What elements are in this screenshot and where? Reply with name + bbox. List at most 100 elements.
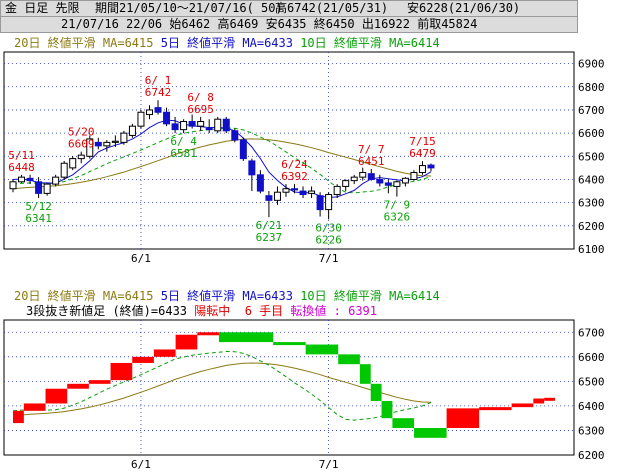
candle-body (231, 130, 239, 141)
legend-bottom: 20日 終値平滑 MA=6415 5日 終値平滑 MA=6433 10日 終値平… (14, 289, 440, 303)
symbol-label: 金 日足 先限 (5, 1, 80, 15)
high-date-label: 7/15 (409, 135, 436, 148)
break-panel-frame (3, 319, 575, 456)
price-axis-tick: 6400 (578, 173, 605, 186)
low-date-label: 5/12 (25, 200, 52, 213)
candle-body (111, 140, 119, 143)
price-axis-tick: 6100 (578, 243, 605, 256)
down-brick (273, 342, 306, 346)
high-date-label: 5/11 (8, 149, 35, 162)
down-brick (381, 401, 393, 419)
down-brick (392, 418, 415, 428)
candle-body (342, 180, 350, 187)
candle-body (154, 107, 162, 113)
candle-body (197, 121, 205, 127)
high-label: 高6742(21/05/31) (275, 1, 389, 15)
down-brick (338, 354, 360, 365)
candle-body (9, 181, 17, 190)
candle-body (367, 173, 375, 180)
date-axis-tick: 7/1 (319, 252, 339, 265)
trend-label: 陽転中 (194, 304, 231, 318)
candle-body (35, 181, 43, 194)
candle-body (359, 172, 367, 178)
info-header-top: 金 日足 先限 期間21/05/10～21/07/16( 50) 高6742(2… (0, 0, 578, 17)
candle-body (163, 111, 171, 125)
candle-body (26, 177, 34, 182)
step-label: 6 手目 (244, 304, 284, 318)
high-price-label: 6448 (8, 161, 35, 174)
candle-body (248, 160, 256, 176)
legend-top: 20日 終値平滑 MA=6415 5日 終値平滑 MA=6433 10日 終値平… (14, 36, 440, 50)
price-axis-tick: 6500 (578, 150, 605, 163)
ma5-line (12, 119, 432, 199)
candle-body (180, 121, 188, 131)
break-date-tick: 6/1 (131, 458, 151, 471)
low-label: 安6228(21/06/30) (407, 1, 521, 15)
candle-body (427, 164, 435, 169)
candle-body (18, 176, 26, 183)
candle-body (77, 154, 85, 160)
high-date-label: 6/24 (281, 158, 308, 171)
up-brick (45, 388, 68, 404)
high-price-label: 6451 (358, 155, 385, 168)
up-brick (533, 398, 545, 404)
legend2-ma20: 20日 終値平滑 MA=6415 (14, 289, 154, 303)
candle-body (308, 190, 316, 194)
legend-ma20: 20日 終値平滑 MA=6415 (14, 36, 154, 50)
break-ma10-line (12, 350, 432, 421)
up-brick (13, 410, 24, 424)
up-brick (153, 349, 176, 357)
candle-body (86, 138, 94, 157)
candle-body (282, 188, 290, 193)
up-brick (446, 408, 480, 428)
candle-body (265, 195, 273, 201)
up-brick (544, 397, 555, 401)
down-brick (370, 383, 382, 401)
legend2-ma5: 5日 終値平滑 MA=6433 (160, 289, 293, 303)
candle-body (94, 141, 102, 147)
high-date-label: 5/20 (68, 126, 95, 139)
ma10-line (12, 127, 432, 194)
candle-body (393, 181, 401, 187)
price-axis-tick: 6800 (578, 81, 605, 94)
up-brick (175, 334, 198, 350)
low-date-label: 7/ 9 (384, 199, 411, 212)
break-axis-tick: 6400 (578, 400, 605, 413)
candle-body (52, 176, 60, 185)
candle-body (43, 183, 51, 194)
candle-body (273, 191, 281, 201)
break-axis-tick: 6500 (578, 375, 605, 388)
high-price-label: 6609 (68, 138, 95, 151)
price-axis-tick: 6200 (578, 220, 605, 233)
down-brick (305, 344, 339, 355)
low-date-label: 6/21 (256, 219, 283, 232)
high-price-label: 6742 (145, 86, 172, 99)
high-price-label: 6479 (409, 147, 436, 160)
up-brick (88, 380, 111, 384)
break-date-tick: 7/1 (319, 458, 339, 471)
candle-body (171, 123, 179, 131)
candle-body (376, 178, 384, 184)
candle-body (333, 185, 341, 196)
candle-body (410, 172, 418, 180)
up-brick (479, 407, 512, 411)
down-brick (359, 364, 371, 384)
candle-body (103, 141, 111, 147)
low-price-label: 6581 (170, 147, 197, 160)
price-axis-tick: 6900 (578, 58, 605, 71)
candle-body (401, 177, 409, 184)
candle-body (214, 118, 222, 132)
price-axis-tick: 6300 (578, 197, 605, 210)
up-brick (132, 356, 154, 363)
candle-body (350, 176, 358, 182)
low-price-label: 6326 (384, 211, 411, 224)
candle-body (239, 139, 247, 160)
breakline-label: 3段抜き新値足 (終値)=6433 (26, 304, 188, 318)
up-brick (110, 362, 133, 381)
up-brick (67, 383, 89, 389)
up-brick (197, 332, 219, 336)
high-date-label: 6/ 8 (187, 91, 214, 104)
up-brick (23, 403, 46, 411)
period-label: 期間21/05/10～21/07/16( 50) (95, 1, 283, 15)
candle-body (222, 118, 230, 132)
